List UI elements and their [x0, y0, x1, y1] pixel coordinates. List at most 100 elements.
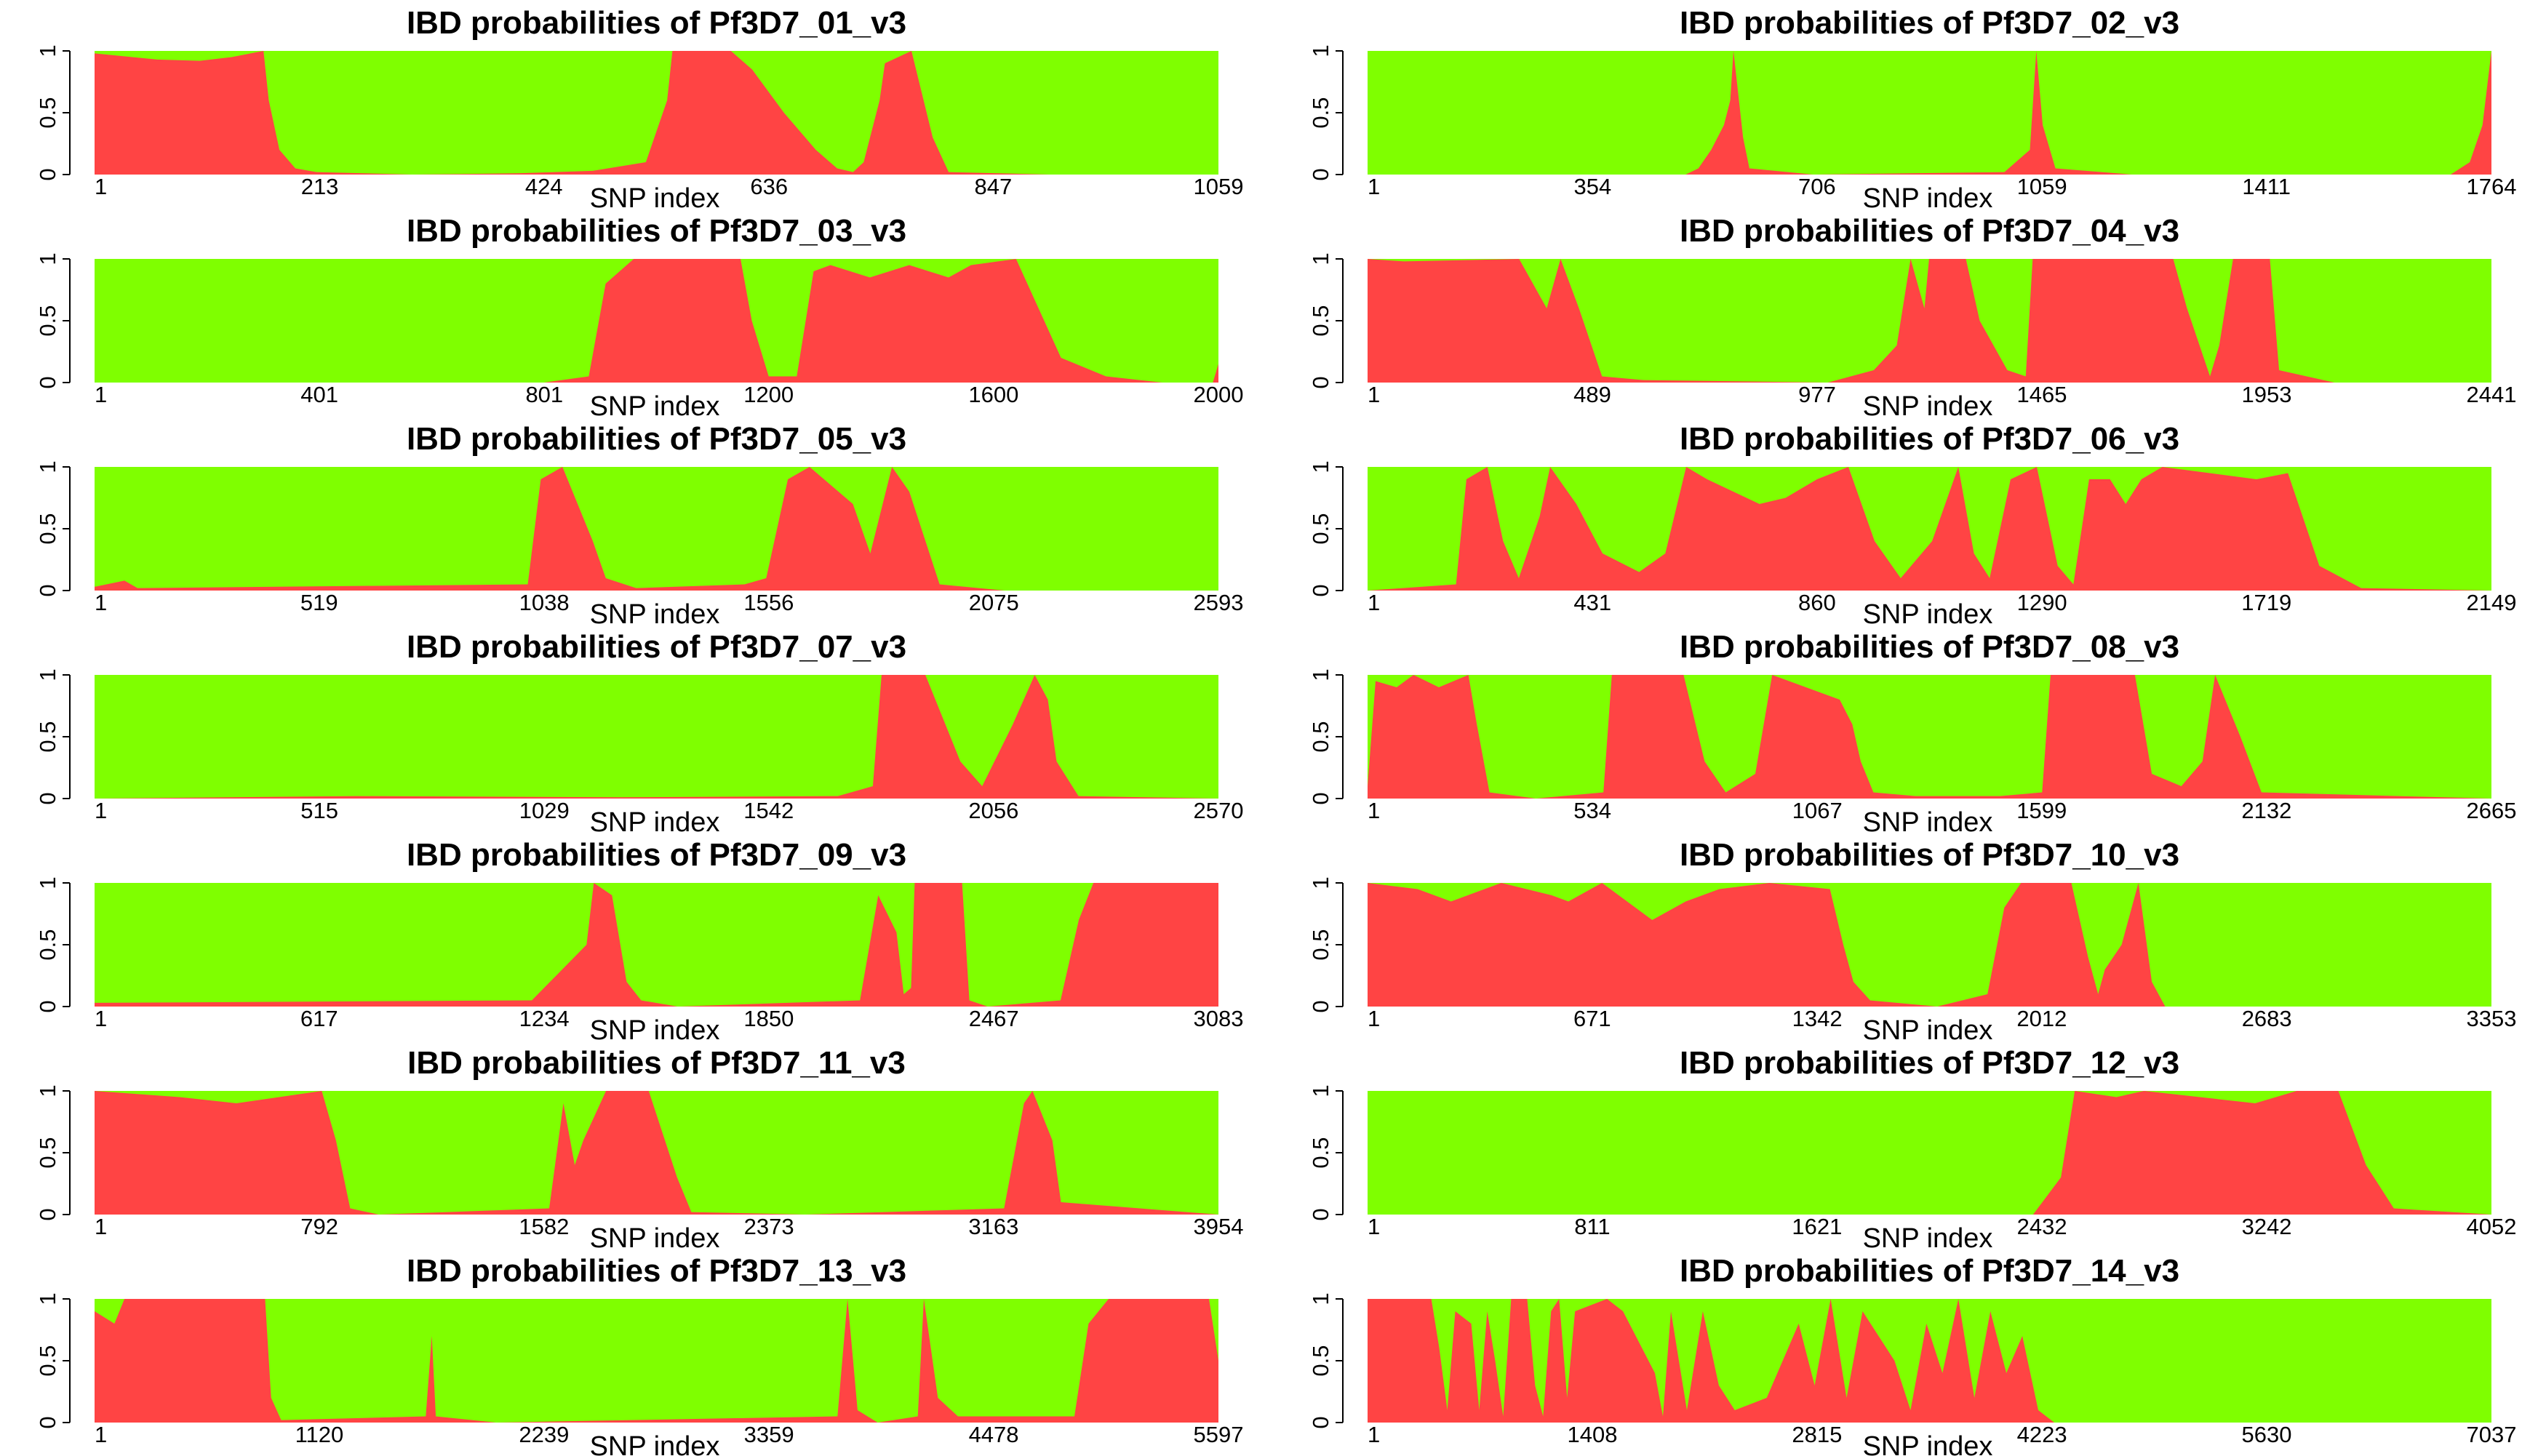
- x-tick-label: 1953: [2242, 382, 2292, 407]
- x-tick-label: 489: [1573, 382, 1611, 407]
- panel-title: IBD probabilities of Pf3D7_13_v3: [407, 1253, 906, 1289]
- x-tick-label: 1465: [2017, 382, 2067, 407]
- x-axis-label: SNP index: [1863, 391, 1993, 422]
- x-tick-label: 1719: [2241, 590, 2291, 615]
- y-tick-label: 0.5: [1308, 513, 1333, 544]
- x-tick-label: 3242: [2242, 1214, 2292, 1239]
- ibd-probability-area: [1368, 883, 2491, 1007]
- x-axis-label: SNP index: [1863, 183, 1993, 214]
- x-tick-label: 2373: [744, 1214, 794, 1239]
- x-tick-label: 2570: [1194, 798, 1244, 823]
- y-tick-label: 0.5: [35, 1137, 60, 1168]
- non-ibd-area: [1368, 675, 2491, 799]
- x-tick-label: 1290: [2017, 590, 2067, 615]
- x-tick-label: 1067: [1792, 798, 1843, 823]
- ibd-probability-area: [95, 1299, 1218, 1423]
- ibd-probability-area: [1368, 675, 2491, 799]
- chart-panel: IBD probabilities of Pf3D7_12_v3 0 0.5 1 1 81…: [1273, 1040, 2546, 1254]
- x-tick-label: 1: [1368, 174, 1380, 199]
- x-tick-label: 1408: [1567, 1422, 1617, 1447]
- x-axis-label: SNP index: [590, 807, 720, 838]
- x-tick-label: 1621: [1792, 1214, 1842, 1239]
- panel-title: IBD probabilities of Pf3D7_05_v3: [407, 421, 906, 457]
- ibd-plot: IBD probabilities of Pf3D7_03_v3 0 0.5 1 1 40…: [35, 213, 1244, 422]
- y-tick-label: 1: [35, 668, 60, 681]
- x-tick-label: 2000: [1194, 382, 1244, 407]
- y-tick-label: 0: [35, 1208, 60, 1220]
- y-tick-label: 0.5: [35, 97, 60, 128]
- y-tick-label: 0: [1308, 168, 1333, 180]
- y-tick-label: 0: [35, 584, 60, 596]
- chart-panel: IBD probabilities of Pf3D7_14_v3 0 0.5 1 1 14…: [1273, 1248, 2546, 1456]
- y-tick-label: 0.5: [1308, 929, 1333, 960]
- panel-title: IBD probabilities of Pf3D7_09_v3: [407, 837, 906, 873]
- x-tick-label: 1234: [519, 1006, 570, 1031]
- chart-panel: IBD probabilities of Pf3D7_07_v3 0 0.5 1 1 51…: [0, 624, 1273, 838]
- ibd-plot: IBD probabilities of Pf3D7_01_v3 0 0.5 1 1 21…: [35, 5, 1243, 214]
- x-tick-label: 1059: [2017, 174, 2067, 199]
- ibd-plot: IBD probabilities of Pf3D7_11_v3 0 0.5 1 1 79…: [35, 1045, 1243, 1254]
- x-axis-label: SNP index: [1863, 1015, 1993, 1046]
- chart-panel: IBD probabilities of Pf3D7_01_v3 0 0.5 1 1 21…: [0, 0, 1273, 214]
- ibd-plot: IBD probabilities of Pf3D7_05_v3 0 0.5 1 1 51…: [35, 421, 1244, 630]
- ibd-plot: IBD probabilities of Pf3D7_14_v3 0 0.5 1 1 14…: [1308, 1253, 2517, 1456]
- x-axis-label: SNP index: [1863, 599, 1993, 630]
- y-tick-label: 0: [35, 792, 60, 804]
- panel-title: IBD probabilities of Pf3D7_07_v3: [407, 629, 906, 665]
- x-tick-label: 2132: [2241, 798, 2291, 823]
- x-tick-label: 2432: [2017, 1214, 2067, 1239]
- x-tick-label: 1599: [2016, 798, 2067, 823]
- y-tick-label: 0: [1308, 792, 1333, 804]
- chart-panel: IBD probabilities of Pf3D7_10_v3 0 0.5 1 1 67…: [1273, 832, 2546, 1046]
- panel-title: IBD probabilities of Pf3D7_14_v3: [1680, 1253, 2179, 1289]
- x-tick-label: 636: [750, 174, 788, 199]
- x-tick-label: 1556: [743, 590, 794, 615]
- x-tick-label: 2012: [2016, 1006, 2067, 1031]
- x-tick-label: 1600: [968, 382, 1018, 407]
- y-tick-label: 0: [1308, 584, 1333, 596]
- x-axis-label: SNP index: [590, 1223, 720, 1254]
- x-tick-label: 1: [1368, 590, 1380, 615]
- x-tick-label: 1038: [519, 590, 570, 615]
- x-tick-label: 2467: [969, 1006, 1019, 1031]
- x-tick-label: 354: [1573, 174, 1611, 199]
- ibd-plot: IBD probabilities of Pf3D7_06_v3 0 0.5 1 1 43…: [1308, 421, 2517, 630]
- x-tick-label: 7037: [2467, 1422, 2517, 1447]
- x-tick-label: 1029: [519, 798, 570, 823]
- y-tick-label: 1: [1308, 252, 1333, 265]
- non-ibd-area: [95, 883, 1218, 1007]
- x-tick-label: 1542: [743, 798, 794, 823]
- x-tick-label: 1: [95, 1006, 107, 1031]
- x-tick-label: 1411: [2242, 174, 2291, 199]
- x-tick-label: 2239: [519, 1422, 569, 1447]
- ibd-probability-area: [95, 883, 1218, 1007]
- y-tick-label: 1: [1308, 1292, 1333, 1305]
- y-tick-label: 0: [35, 376, 60, 388]
- chart-panel: IBD probabilities of Pf3D7_05_v3 0 0.5 1 1 51…: [0, 416, 1273, 630]
- chart-panel: IBD probabilities of Pf3D7_02_v3 0 0.5 1 1 35…: [1273, 0, 2546, 214]
- y-tick-label: 1: [35, 44, 60, 57]
- x-tick-label: 1: [95, 1214, 107, 1239]
- x-tick-label: 2593: [1194, 590, 1244, 615]
- x-tick-label: 2149: [2467, 590, 2517, 615]
- x-tick-label: 424: [525, 174, 563, 199]
- ibd-plot: IBD probabilities of Pf3D7_12_v3 0 0.5 1 1 81…: [1308, 1045, 2516, 1254]
- x-tick-label: 847: [975, 174, 1013, 199]
- x-axis-label: SNP index: [590, 183, 720, 214]
- y-tick-label: 0.5: [35, 1345, 60, 1376]
- x-tick-label: 1: [95, 1422, 107, 1447]
- x-tick-label: 431: [1573, 590, 1611, 615]
- y-tick-label: 1: [35, 1084, 60, 1097]
- x-tick-label: 3163: [968, 1214, 1018, 1239]
- y-tick-label: 1: [35, 252, 60, 265]
- ibd-plot: IBD probabilities of Pf3D7_09_v3 0 0.5 1 1 61…: [35, 837, 1243, 1046]
- y-tick-label: 1: [1308, 1084, 1333, 1097]
- y-tick-label: 0.5: [1308, 97, 1333, 128]
- y-tick-label: 0: [1308, 376, 1333, 388]
- ibd-probability-area: [95, 675, 1218, 799]
- x-tick-label: 5630: [2242, 1422, 2292, 1447]
- panel-title: IBD probabilities of Pf3D7_08_v3: [1680, 629, 2179, 665]
- x-tick-label: 1850: [743, 1006, 794, 1031]
- panel-title: IBD probabilities of Pf3D7_03_v3: [407, 213, 906, 249]
- ibd-plot: IBD probabilities of Pf3D7_07_v3 0 0.5 1 1 51…: [35, 629, 1244, 838]
